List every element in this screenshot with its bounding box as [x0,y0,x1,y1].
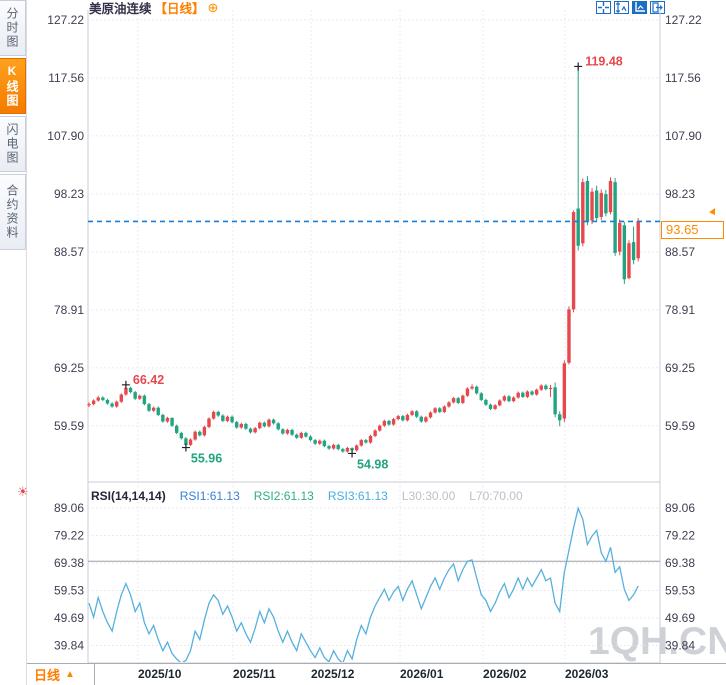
watermark: 1QH.CN [588,620,726,663]
rsi-l30-level: L30:30.00 [401,489,456,503]
svg-text:59.59: 59.59 [54,419,84,433]
svg-text:69.38: 69.38 [665,556,695,570]
svg-text:88.57: 88.57 [54,245,84,259]
rsi3-value: RSI3:61.13 [327,489,388,503]
svg-text:49.69: 49.69 [54,611,84,625]
price-annotation: 119.48 [585,54,623,68]
sidebar-tab-lightning-chart[interactable]: 闪电图 [0,116,26,172]
symbol-name: 美原油连续 [89,2,152,16]
svg-text:98.23: 98.23 [665,187,695,201]
rsi2-value: RSI2:61.13 [253,489,314,503]
svg-text:79.22: 79.22 [54,528,84,542]
svg-text:59.59: 59.59 [665,419,695,433]
indicator-settings-icon[interactable]: ☀ [17,484,29,499]
svg-text:78.91: 78.91 [665,303,695,317]
svg-text:69.25: 69.25 [54,361,84,375]
svg-text:39.84: 39.84 [665,639,695,653]
svg-text:127.22: 127.22 [47,13,84,27]
candles [87,66,640,454]
svg-text:127.22: 127.22 [665,13,702,27]
period-selector[interactable]: 日线 ▲ [27,664,95,685]
current-price-tag: 93.65 [661,221,724,239]
rsi-header: RSI(14,14,14) RSI1:61.13 RSI2:61.13 RSI3… [91,489,523,503]
exit-icon[interactable] [650,1,665,14]
x-axis-label: 2025/11 [233,667,276,681]
svg-text:117.56: 117.56 [48,71,84,85]
svg-text:88.57: 88.57 [665,245,695,259]
annotations: 119.48 66.42 55.96 54.98 [88,54,662,471]
axis-measure-icon[interactable] [614,1,629,14]
sidebar-tab-kline-chart[interactable]: K线图 [0,58,26,114]
crosshair-icon[interactable] [596,1,611,14]
svg-text:79.22: 79.22 [665,528,695,542]
chart-title-row: 美原油连续 【日线】 ⊕ [89,0,219,16]
svg-text:59.53: 59.53 [54,584,84,598]
chart-toolbar [596,1,665,14]
svg-text:39.84: 39.84 [54,639,84,653]
x-axis-label: 2026/01 [400,667,444,681]
x-axis-label: 2025/12 [311,667,355,681]
period-label: 日线 [34,668,61,683]
price-annotation: 66.42 [133,373,164,387]
sidebar-tab-contract-info[interactable]: 合约资料 [0,174,26,250]
rsi-l70-level: L70:70.00 [469,489,523,503]
price-annotation: 54.98 [357,457,388,471]
svg-text:107.90: 107.90 [665,129,702,143]
x-axis-label: 2026/02 [483,667,527,681]
svg-text:69.25: 69.25 [665,361,695,375]
sidebar: 分时图 K线图 闪电图 合约资料 [0,0,27,685]
svg-text:78.91: 78.91 [54,303,84,317]
rsi-params-label: RSI(14,14,14) [91,489,166,503]
axis-labels: 127.22 127.22 117.56 117.56 107.90 107.90 98.2… [47,13,702,653]
rsi1-value: RSI1:61.13 [179,489,240,503]
rsi-line-group [88,506,639,662]
svg-text:59.53: 59.53 [665,584,695,598]
svg-text:49.69: 49.69 [665,611,695,625]
period-tag[interactable]: 【日线】 [154,2,205,16]
add-indicator-icon[interactable]: ⊕ [207,0,219,15]
x-axis-label: 2026/03 [565,667,609,681]
gridlines [87,10,661,664]
svg-text:69.38: 69.38 [54,556,84,570]
svg-text:107.90: 107.90 [47,129,84,143]
price-annotation: 55.96 [191,452,222,466]
bottom-status-bar: 日线 ▲ 2025/10 2025/11 2025/12 2026/01 2026/02… [27,663,726,685]
sidebar-tab-time-chart[interactable]: 分时图 [0,0,26,56]
svg-text:89.06: 89.06 [54,501,84,515]
svg-text:89.06: 89.06 [665,501,695,515]
chevron-up-icon: ▲ [65,669,75,680]
x-axis-label: 2025/10 [138,667,182,681]
axis-scale-icon[interactable] [632,1,647,14]
svg-text:98.23: 98.23 [54,187,84,201]
svg-text:117.56: 117.56 [665,71,701,85]
